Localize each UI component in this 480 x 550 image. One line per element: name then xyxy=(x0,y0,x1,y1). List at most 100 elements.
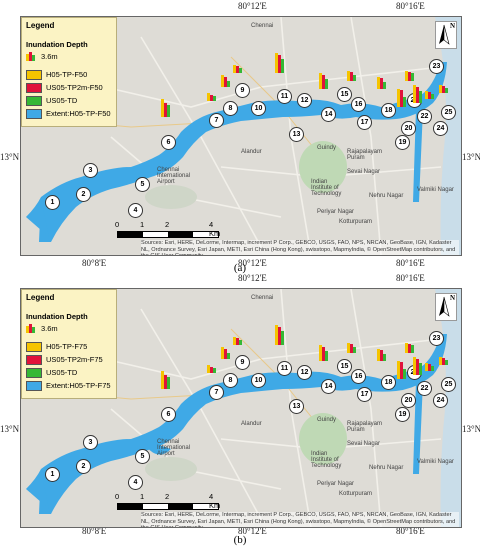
depth-bar xyxy=(353,75,356,81)
place-name: Rajapalayam Puram xyxy=(347,149,383,161)
site-marker-6: 6 xyxy=(161,407,176,422)
depth-bar xyxy=(325,79,328,89)
place-name: Sevai Nagar xyxy=(347,441,381,447)
panel-caption-b: (b) xyxy=(233,534,247,546)
depth-bar-group xyxy=(377,77,386,89)
depth-bar-group xyxy=(207,365,216,373)
place-name: Periyar Nagar xyxy=(317,481,355,487)
depth-bar xyxy=(377,77,380,89)
depth-bar xyxy=(239,340,242,345)
tick-top-2: 80°16'E xyxy=(396,273,425,283)
site-marker-20: 20 xyxy=(401,393,416,408)
site-marker-7: 7 xyxy=(209,385,224,400)
site-marker-5: 5 xyxy=(135,177,150,192)
site-marker-15: 15 xyxy=(337,359,352,374)
site-marker-20: 20 xyxy=(401,121,416,136)
depth-bar xyxy=(213,368,216,373)
depth-bar xyxy=(380,78,383,89)
depth-bar xyxy=(445,88,448,93)
tick-top-1: 80°12'E xyxy=(238,273,267,283)
depth-bar-group xyxy=(439,85,448,93)
depth-bar-group xyxy=(221,75,230,87)
depth-bar xyxy=(416,87,419,103)
tick-left: 13°N xyxy=(0,152,20,162)
depth-bar xyxy=(431,366,434,371)
depth-bar xyxy=(400,362,403,379)
depth-bar-group xyxy=(161,99,170,117)
site-marker-18: 18 xyxy=(381,375,396,390)
depth-bar xyxy=(403,97,406,107)
depth-bar xyxy=(281,331,284,345)
scale-bar: 0 1 2 4 Km xyxy=(115,220,221,238)
place-name: Kotturpuram xyxy=(339,219,373,225)
depth-bar-group xyxy=(319,345,328,361)
scale-bar: 0 1 2 4 Km xyxy=(115,492,221,510)
depth-bar xyxy=(353,347,356,353)
depth-bar xyxy=(322,347,325,361)
depth-bar xyxy=(167,105,170,117)
depth-bar xyxy=(275,325,278,345)
depth-bar-group xyxy=(405,343,414,353)
depth-bar-group xyxy=(413,85,422,103)
tick-bottom-2: 80°12'E xyxy=(238,526,267,536)
depth-bar-group xyxy=(425,363,434,371)
depth-bar xyxy=(322,75,325,89)
depth-bar xyxy=(278,55,281,73)
depth-bar xyxy=(411,345,414,353)
tick-bottom-1: 80°8'E xyxy=(82,526,107,536)
place-name: Periyar Nagar xyxy=(317,209,355,215)
depth-bar xyxy=(161,371,164,389)
site-marker-3: 3 xyxy=(83,163,98,178)
site-marker-23: 23 xyxy=(429,331,444,346)
legend-item: Extent:H05-TP-F75 xyxy=(26,380,111,391)
depth-bar xyxy=(403,369,406,379)
depth-bar xyxy=(164,375,167,389)
place-name: Chennai xyxy=(251,295,274,301)
depth-bar-group xyxy=(377,349,386,361)
tick-left: 13°N xyxy=(0,424,20,434)
tick-top-1: 80°12'E xyxy=(238,1,267,11)
depth-bar xyxy=(408,344,411,353)
site-marker-19: 19 xyxy=(395,407,410,422)
site-marker-24: 24 xyxy=(433,121,448,136)
site-marker-8: 8 xyxy=(223,373,238,388)
depth-bar-group xyxy=(397,89,406,107)
depth-bar xyxy=(207,365,210,373)
site-marker-16: 16 xyxy=(351,369,366,384)
depth-bar xyxy=(413,357,416,375)
site-marker-14: 14 xyxy=(321,379,336,394)
legend-item: US05-TP2m-F50 xyxy=(26,82,103,93)
depth-bar xyxy=(405,71,408,81)
legend-depth-row: 3.6m xyxy=(26,324,58,333)
depth-bar-group xyxy=(207,93,216,101)
site-marker-13: 13 xyxy=(289,127,304,142)
site-marker-16: 16 xyxy=(351,97,366,112)
map-attribution: Sources: Esri, HERE, DeLorme, Intermap, … xyxy=(141,240,459,255)
legend-title: Legend xyxy=(26,293,55,302)
depth-bar-group xyxy=(405,71,414,81)
depth-bar xyxy=(397,89,400,107)
depth-bar xyxy=(431,94,434,99)
place-name: Rajapalayam Puram xyxy=(347,421,383,433)
legend-subtitle: Inundation Depth xyxy=(26,312,88,321)
depth-bar xyxy=(213,96,216,101)
site-marker-12: 12 xyxy=(297,93,312,108)
site-marker-19: 19 xyxy=(395,135,410,150)
legend-depth-value: 3.6m xyxy=(41,52,58,61)
depth-bar xyxy=(167,377,170,389)
depth-bar xyxy=(224,77,227,87)
site-marker-10: 10 xyxy=(251,373,266,388)
depth-bar-group xyxy=(161,371,170,389)
tick-right: 13°N xyxy=(462,424,480,434)
panel-caption-a: (a) xyxy=(233,262,247,274)
site-marker-9: 9 xyxy=(235,355,250,370)
legend-item: US05-TD xyxy=(26,95,77,106)
site-marker-13: 13 xyxy=(289,399,304,414)
depth-bar xyxy=(227,353,230,359)
depth-bar-group xyxy=(347,343,356,353)
depth-bar xyxy=(233,337,236,345)
site-marker-6: 6 xyxy=(161,135,176,150)
site-marker-11: 11 xyxy=(277,89,292,104)
depth-bar xyxy=(319,73,322,89)
legend-item: US05-TD xyxy=(26,367,77,378)
